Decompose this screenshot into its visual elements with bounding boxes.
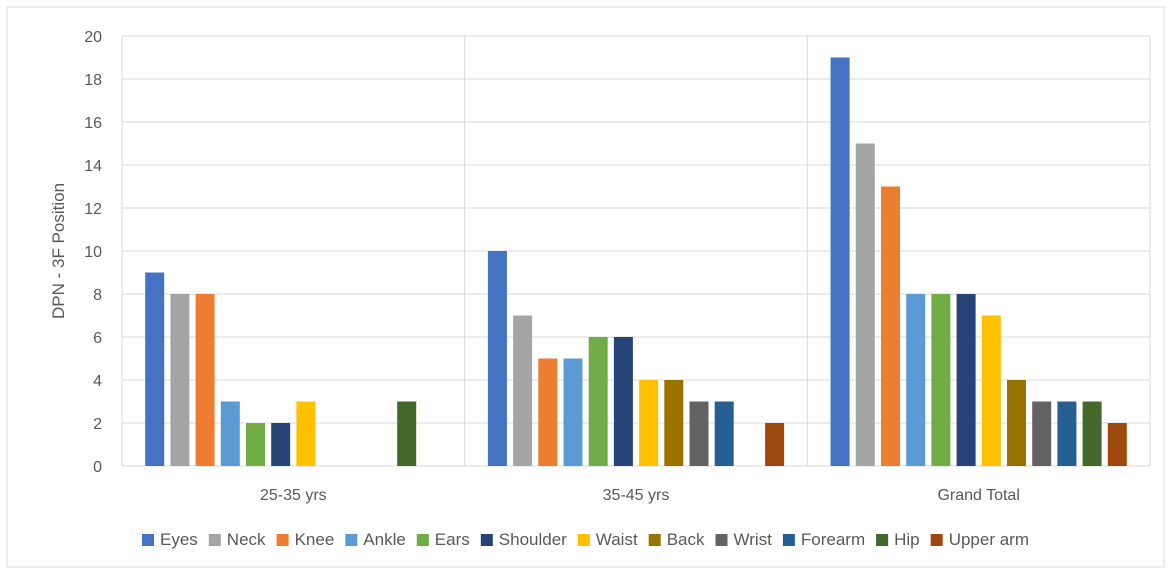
legend-label: Hip: [894, 530, 920, 549]
legend-item: Hip: [876, 530, 920, 549]
bar-forearm: [714, 401, 734, 466]
y-tick-label: 10: [84, 244, 102, 261]
legend-swatch: [480, 534, 493, 546]
legend-swatch: [345, 534, 358, 546]
x-tick-labels: 25-35 yrs 35-45 yrs Grand Total: [260, 487, 1020, 504]
bar-shoulder: [613, 337, 633, 466]
y-tick-label: 14: [84, 158, 102, 175]
gridlines: [121, 35, 1151, 467]
legend-label: Wrist: [734, 530, 773, 549]
y-tick-label: 8: [93, 287, 102, 304]
legend-swatch: [577, 534, 590, 546]
bar-waist: [981, 315, 1001, 466]
bar-eyes: [830, 57, 850, 466]
legend-label: Forearm: [801, 530, 865, 549]
bars: [145, 57, 1127, 466]
bar-upper-arm: [1107, 423, 1127, 466]
y-tick-label: 6: [93, 330, 102, 347]
bar-wrist: [1032, 401, 1052, 466]
bar-forearm: [1057, 401, 1077, 466]
bar-neck: [855, 143, 875, 466]
legend-label: Upper arm: [949, 530, 1029, 549]
legend-item: Back: [648, 530, 705, 549]
legend-swatch: [208, 534, 221, 546]
legend-item: Shoulder: [480, 530, 567, 549]
x-tick-label: 35-45 yrs: [603, 487, 670, 504]
legend-item: Upper arm: [930, 530, 1029, 549]
bar-wrist: [689, 401, 709, 466]
bar-back: [1007, 380, 1026, 466]
y-tick-label: 4: [93, 373, 102, 390]
bar-ankle: [906, 294, 926, 466]
legend-label: Knee: [295, 530, 335, 549]
legend-item: Forearm: [782, 530, 865, 549]
bar-waist: [296, 401, 316, 466]
y-tick-label: 2: [93, 416, 102, 433]
bar-eyes: [145, 272, 165, 466]
legend-item: Eyes: [142, 530, 198, 549]
legend-item: Ankle: [345, 530, 406, 549]
bar-ankle: [563, 358, 583, 466]
legend-swatch: [782, 534, 795, 546]
legend-item: Neck: [208, 530, 266, 549]
legend-swatch: [715, 534, 728, 546]
legend-item: Knee: [276, 530, 335, 549]
legend-label: Shoulder: [499, 530, 567, 549]
legend-swatch: [416, 534, 429, 546]
legend-item: Ears: [416, 530, 470, 549]
x-tick-label: 25-35 yrs: [260, 487, 327, 504]
bar-ankle: [220, 401, 240, 466]
bar-back: [664, 380, 684, 466]
y-tick-label: 12: [84, 201, 102, 218]
chart-border: [6, 6, 1165, 568]
legend-swatch: [142, 534, 154, 546]
bar-ears: [588, 337, 608, 466]
legend-item: Wrist: [715, 530, 773, 549]
bar-ears: [931, 294, 951, 466]
y-tick-labels: 0 2 4 6 8 10 12 14 16 18 20: [84, 29, 102, 476]
x-tick-label: Grand Total: [937, 487, 1019, 504]
y-axis-title: DPN - 3F Position: [49, 183, 68, 319]
bar-knee: [881, 186, 900, 466]
legend: Eyes Neck Knee Ankle Ears Shoulder Waist Back Wr…: [142, 530, 1029, 549]
legend-label: Back: [667, 530, 705, 549]
bar-knee: [195, 294, 215, 466]
legend-swatch: [876, 534, 889, 546]
bar-shoulder: [956, 294, 976, 466]
y-tick-label: 20: [84, 29, 102, 46]
legend-label: Ears: [435, 530, 470, 549]
bar-neck: [170, 294, 190, 466]
legend-swatch: [276, 534, 289, 546]
bar-upper-arm: [765, 423, 785, 466]
bar-hip: [397, 401, 417, 466]
bar-neck: [513, 315, 533, 466]
legend-swatch: [648, 534, 661, 546]
y-tick-label: 18: [84, 72, 102, 89]
y-tick-label: 16: [84, 115, 102, 132]
bar-ears: [246, 423, 265, 466]
bar-waist: [639, 380, 659, 466]
y-tick-label: 0: [93, 459, 102, 476]
bar-shoulder: [271, 423, 291, 466]
bar-eyes: [487, 251, 507, 466]
bar-hip: [1082, 401, 1102, 466]
legend-swatch: [930, 534, 943, 546]
legend-label: Eyes: [160, 530, 198, 549]
legend-label: Neck: [227, 530, 266, 549]
bar-knee: [538, 358, 558, 466]
legend-label: Ankle: [363, 530, 406, 549]
legend-item: Waist: [577, 530, 638, 549]
legend-label: Waist: [596, 530, 638, 549]
